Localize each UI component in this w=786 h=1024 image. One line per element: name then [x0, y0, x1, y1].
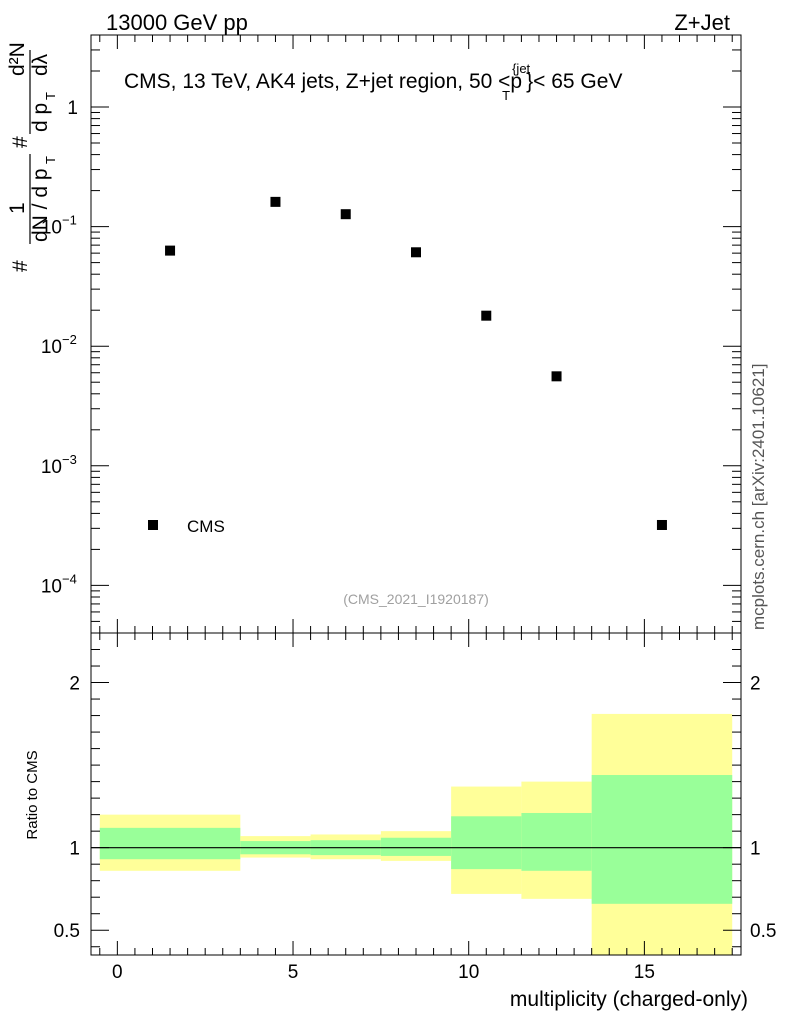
- main-data-points: [165, 196, 667, 530]
- ratio-axis-ticks: 0 5 10 15 0.5 0.5 1 1 2 2: [54, 633, 776, 983]
- legend-marker: [148, 520, 158, 530]
- x-tick-label-2: 10: [458, 962, 479, 983]
- analysis-id: (CMS_2021_I1920187): [343, 591, 489, 607]
- ratio-inner-band-3: [380, 837, 452, 856]
- main-title-sub: T: [502, 88, 510, 103]
- ratio-y-tick-left-0: 0.5: [54, 921, 80, 942]
- y-tick-label-1: 10: [41, 457, 62, 478]
- x-axis-label: multiplicity (charged-only): [510, 988, 748, 1011]
- main-title-sup: {jet: [512, 61, 530, 76]
- x-tick-label-1: 5: [288, 962, 299, 983]
- data-point-0: [165, 245, 176, 256]
- data-point-5: [551, 371, 562, 382]
- y-tick-exp-3: −1: [62, 213, 77, 228]
- y-tick-exp-0: −4: [62, 571, 77, 586]
- ylabel-one: 1: [6, 202, 29, 214]
- data-point-4: [481, 310, 492, 321]
- ratio-ylabel: Ratio to CMS: [24, 750, 41, 839]
- ratio-y-tick-left-1: 1: [69, 839, 80, 860]
- y-tick-label-4: 1: [67, 98, 78, 119]
- watermark: mcplots.cern.ch [arXiv:2401.10621]: [749, 364, 768, 630]
- main-frame: [90, 34, 742, 634]
- legend-label: CMS: [187, 517, 225, 536]
- ylabel-hash-2: #: [9, 136, 32, 148]
- main-ylabel: # 1 dN / d p T # d p T d²N dλ: [6, 42, 58, 272]
- ratio-inner-band-5: [521, 812, 592, 871]
- ratio-y-tick-left-2: 2: [69, 674, 80, 695]
- ylabel-dpt: d p: [29, 103, 52, 132]
- main-axis-ticks: 10 −410 −310 −210 −11: [41, 34, 741, 634]
- ratio-inner-band-4: [451, 816, 522, 870]
- ratio-y-tick-right-1: 1: [750, 839, 761, 860]
- main-title-text: CMS, 13 TeV, AK4 jets, Z+jet region, 50 …: [124, 70, 510, 93]
- ylabel-dlambda: dλ: [29, 53, 52, 76]
- data-point-6: [656, 519, 667, 530]
- y-tick-label-2: 10: [41, 337, 62, 358]
- y-tick-exp-1: −3: [62, 452, 77, 467]
- ratio-inner-band-0: [99, 827, 241, 860]
- ratio-y-tick-right-0: 0.5: [750, 921, 776, 942]
- y-tick-label-3: 10: [41, 218, 62, 239]
- y-tick-label-0: 10: [41, 576, 62, 597]
- ylabel-denom: dN / d p: [29, 168, 52, 242]
- ratio-bands: [91, 713, 741, 955]
- ylabel-dpt-sub: T: [43, 92, 58, 100]
- ylabel-hash-1: #: [9, 260, 32, 272]
- ratio-y-tick-right-2: 2: [750, 674, 761, 695]
- main-title: CMS, 13 TeV, AK4 jets, Z+jet region, 50 …: [124, 61, 622, 103]
- ylabel-d2n: d²N: [6, 42, 29, 76]
- ratio-inner-band-6: [591, 775, 733, 904]
- main-title-pt: p: [510, 70, 522, 93]
- ylabel-denom-sub: T: [43, 156, 58, 164]
- energy-label: 13000 GeV pp: [106, 10, 248, 35]
- x-tick-label-0: 0: [112, 962, 123, 983]
- main-title-end: }< 65 GeV: [526, 70, 622, 93]
- data-point-3: [411, 247, 421, 258]
- x-tick-label-3: 15: [634, 962, 655, 983]
- data-point-1: [270, 196, 281, 207]
- process-label: Z+Jet: [674, 10, 730, 35]
- data-point-2: [340, 209, 351, 220]
- y-tick-exp-2: −2: [62, 332, 77, 347]
